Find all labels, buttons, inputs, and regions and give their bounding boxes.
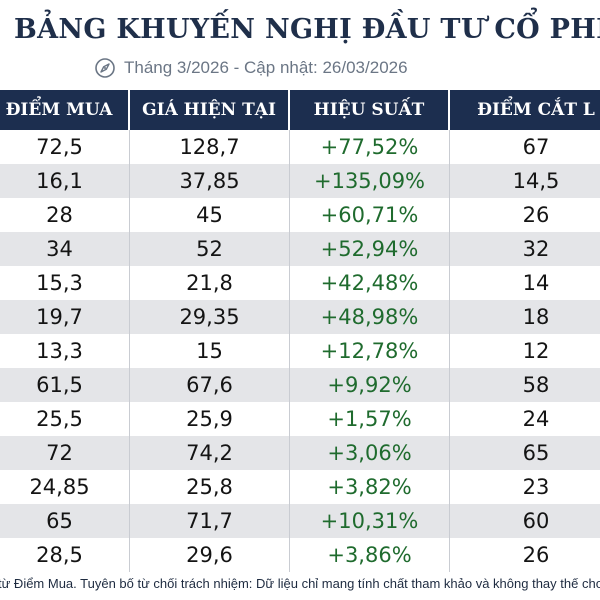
stop-loss-cell: 24 <box>522 407 550 431</box>
current-price-cell: 52 <box>130 232 290 266</box>
table-row: 25,5 25,9 +1,57% 24 <box>0 402 600 436</box>
stop-loss-cell: 14,5 <box>512 169 560 193</box>
stop-loss-cell: 14 <box>522 271 550 295</box>
performance-cell: +9,92% <box>290 368 450 402</box>
table-row: 16,1 37,85 +135,09% 14,5 <box>0 164 600 198</box>
performance-cell: +1,57% <box>290 402 450 436</box>
stop-loss-cell: 23 <box>522 475 550 499</box>
current-price-cell: 25,8 <box>130 470 290 504</box>
buy-point-cell: 72 <box>0 436 130 470</box>
stop-loss-cell: 18 <box>522 305 550 329</box>
stop-loss-cell: 58 <box>522 373 550 397</box>
table-header: ĐIỂM MUA GIÁ HIỆN TẠI HIỆU SUẤT ĐIỂM CẮT… <box>0 88 600 130</box>
column-header-stop-loss: ĐIỂM CẮT L <box>477 100 595 120</box>
performance-cell: +3,82% <box>290 470 450 504</box>
table-body: 72,5 128,7 +77,52% 67 16,1 37,85 +135,09% 14,5 2… <box>0 130 600 572</box>
stop-loss-cell: 26 <box>522 543 550 567</box>
table-row: 28 45 +60,71% 26 <box>0 198 600 232</box>
performance-cell: +135,09% <box>290 164 450 198</box>
performance-cell: +3,86% <box>290 538 450 572</box>
current-price-cell: 25,9 <box>130 402 290 436</box>
buy-point-cell: 61,5 <box>0 368 130 402</box>
buy-point-cell: 16,1 <box>0 164 130 198</box>
table-row: 34 52 +52,94% 32 <box>0 232 600 266</box>
table-row: 13,3 15 +12,78% 12 <box>0 334 600 368</box>
subtitle-line: Tháng 3/2026 - Cập nhật: 26/03/2026 <box>94 56 408 80</box>
column-header-current-price: GIÁ HIỆN TẠI <box>130 90 290 130</box>
subtitle: Tháng 3/2026 - Cập nhật: 26/03/2026 <box>124 58 408 77</box>
performance-cell: +10,31% <box>290 504 450 538</box>
table-row: 65 71,7 +10,31% 60 <box>0 504 600 538</box>
column-header-performance: HIỆU SUẤT <box>290 90 450 130</box>
current-price-cell: 15 <box>130 334 290 368</box>
current-price-cell: 67,6 <box>130 368 290 402</box>
table-row: 61,5 67,6 +9,92% 58 <box>0 368 600 402</box>
current-price-cell: 128,7 <box>130 130 290 164</box>
buy-point-cell: 25,5 <box>0 402 130 436</box>
performance-cell: +42,48% <box>290 266 450 300</box>
stop-loss-cell: 67 <box>522 135 550 159</box>
buy-point-cell: 65 <box>0 504 130 538</box>
buy-point-cell: 34 <box>0 232 130 266</box>
performance-cell: +52,94% <box>290 232 450 266</box>
performance-cell: +48,98% <box>290 300 450 334</box>
compass-icon <box>94 57 116 79</box>
performance-cell: +12,78% <box>290 334 450 368</box>
current-price-cell: 37,85 <box>130 164 290 198</box>
current-price-cell: 74,2 <box>130 436 290 470</box>
current-price-cell: 71,7 <box>130 504 290 538</box>
buy-point-cell: 72,5 <box>0 130 130 164</box>
current-price-cell: 29,35 <box>130 300 290 334</box>
page-title: BẢNG KHUYẾN NGHỊ ĐẦU TƯ CỔ PHIẾU <box>14 14 600 45</box>
buy-point-cell: 24,85 <box>0 470 130 504</box>
performance-cell: +3,06% <box>290 436 450 470</box>
stop-loss-cell: 60 <box>522 509 550 533</box>
buy-point-cell: 28 <box>0 198 130 232</box>
performance-cell: +60,71% <box>290 198 450 232</box>
buy-point-cell: 28,5 <box>0 538 130 572</box>
table-row: 72 74,2 +3,06% 65 <box>0 436 600 470</box>
performance-cell: +77,52% <box>290 130 450 164</box>
table-row: 19,7 29,35 +48,98% 18 <box>0 300 600 334</box>
table-row: 72,5 128,7 +77,52% 67 <box>0 130 600 164</box>
table-row: 24,85 25,8 +3,82% 23 <box>0 470 600 504</box>
stop-loss-cell: 65 <box>522 441 550 465</box>
stop-loss-cell: 26 <box>522 203 550 227</box>
stop-loss-cell: 32 <box>522 237 550 261</box>
current-price-cell: 45 <box>130 198 290 232</box>
table-row: 28,5 29,6 +3,86% 26 <box>0 538 600 572</box>
current-price-cell: 21,8 <box>130 266 290 300</box>
table-row: 15,3 21,8 +42,48% 14 <box>0 266 600 300</box>
column-header-buy-point: ĐIỂM MUA <box>0 90 130 130</box>
stop-loss-cell: 12 <box>522 339 550 363</box>
buy-point-cell: 15,3 <box>0 266 130 300</box>
current-price-cell: 29,6 <box>130 538 290 572</box>
disclaimer-text: từ Điểm Mua. Tuyên bố từ chối trách nhiệ… <box>0 576 600 591</box>
recommendation-table: ĐIỂM MUA GIÁ HIỆN TẠI HIỆU SUẤT ĐIỂM CẮT… <box>0 88 600 572</box>
buy-point-cell: 19,7 <box>0 300 130 334</box>
buy-point-cell: 13,3 <box>0 334 130 368</box>
